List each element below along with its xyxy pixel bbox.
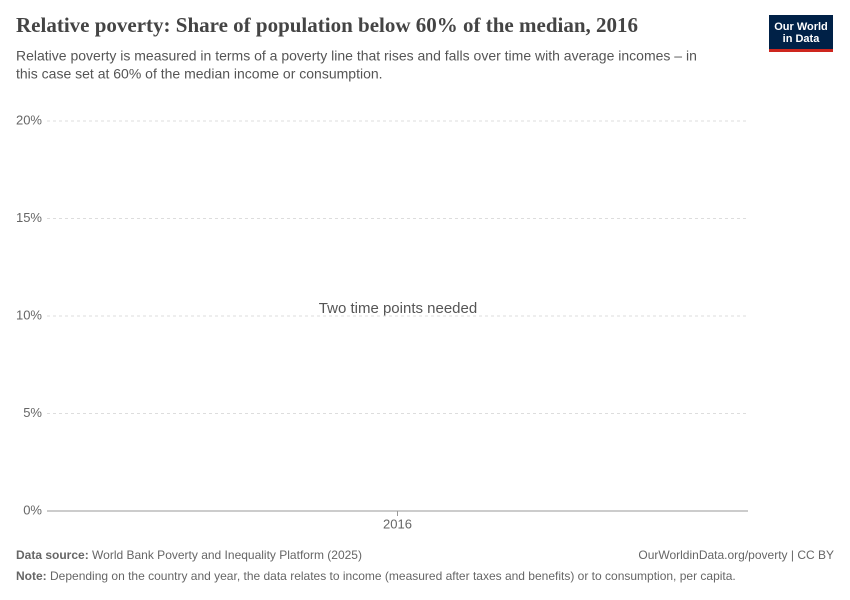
- annotation: Two time points needed: [319, 300, 477, 317]
- logo[interactable]: [769, 15, 833, 51]
- source: Data source: World Bank Poverty and Ineq…: [16, 548, 362, 562]
- source-text: World Bank Poverty and Inequality Platfo…: [92, 548, 362, 562]
- subtitle: Relative poverty is measured in terms of…: [16, 48, 697, 64]
- y-tick-label: 0%: [23, 502, 42, 517]
- y-tick-label: 10%: [16, 307, 42, 322]
- url[interactable]: OurWorldinData.org/poverty | CC BY: [638, 548, 834, 562]
- logo-text: Our World: [774, 21, 828, 33]
- note: Note: Depending on the country and year,…: [16, 569, 736, 583]
- chart-title: Relative poverty: Share of population be…: [16, 13, 638, 37]
- x-tick-label: 2016: [383, 516, 412, 531]
- subtitle: this case set at 60% of the median incom…: [16, 66, 383, 82]
- note-text: Depending on the country and year, the d…: [50, 569, 736, 583]
- logo-text: in Data: [783, 33, 821, 45]
- y-tick-label: 5%: [23, 405, 42, 420]
- y-tick-label: 15%: [16, 210, 42, 225]
- source-label: Data source:: [16, 548, 89, 562]
- y-tick-label: 20%: [16, 112, 42, 127]
- note-label: Note:: [16, 569, 47, 583]
- logo-bar: [769, 49, 833, 52]
